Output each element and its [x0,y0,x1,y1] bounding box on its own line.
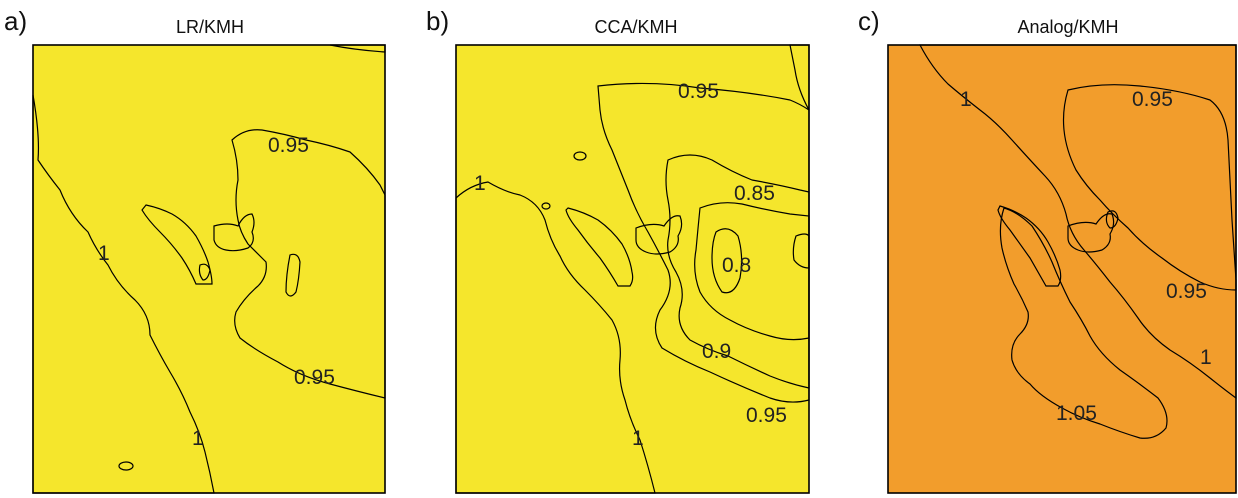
panel-c-label-5: 1.05 [1056,402,1097,425]
panel-b-region-lightblue [665,154,810,389]
panel-c-label-1: 1 [960,88,972,111]
panel-a-land-west [141,204,213,285]
panel-a-region-green [231,129,386,399]
panel-a-label-1: 0.95 [268,134,309,157]
panel-b-label-1: 0.95 [678,80,719,103]
panel-b-letter: b) [426,6,449,36]
panel-b-island-1 [573,151,587,161]
panel-a: a) LR/KMH 0.95 1 0.95 1 [4,6,386,494]
panel-a-title: LR/KMH [176,17,244,37]
panel-a-region-blue-spot-2 [198,263,211,281]
panel-b-land-west [565,207,634,287]
panel-c-region-orange [888,45,1236,493]
panel-c-label-3: 0.95 [1166,280,1207,303]
panel-c-region-blue-spot [1105,210,1119,229]
panel-a-map [32,44,386,494]
panel-b-region-midblue [694,202,810,341]
panel-a-label-3: 0.95 [294,366,335,389]
panel-b-region-orange [455,181,656,494]
panel-c-region-yellow [919,44,1237,400]
panel-b-frame [455,44,810,494]
panel-b-region-orange-corner [789,44,810,111]
panel-c-label-2: 0.95 [1132,88,1173,111]
panel-c-map [887,44,1237,494]
panel-c-land-west [997,205,1062,287]
panel-b-label-3: 0.85 [734,182,775,205]
panel-a-frame [32,44,386,494]
panel-b-label-4: 0.8 [722,254,751,277]
panel-a-label-2: 1 [98,242,110,265]
panel-a-land-east [213,213,255,252]
panel-c-title: Analog/KMH [1017,17,1118,37]
panel-c-label-4: 1 [1200,346,1212,369]
panel-b-region-darkblue-2 [792,233,810,269]
panel-a-label-4: 1 [192,427,204,450]
panel-a-letter: a) [4,6,27,36]
panel-b-label-2: 1 [474,172,486,195]
panel-c-frame [887,44,1237,494]
panel-c-land-east [1067,213,1115,253]
panel-b-map [455,44,810,494]
panel-c-letter: c) [858,6,880,36]
panel-b-label-7: 1 [632,427,644,450]
panel-a-region-orange [32,94,215,494]
panel-c: c) Analog/KMH 1 0.95 0.95 1 1.05 [858,6,1237,494]
panel-b-region-green [597,82,810,403]
panel-b: b) CCA/KMH 0.95 1 0.85 [426,6,810,494]
panel-a-island [118,461,134,471]
panel-b-title: CCA/KMH [594,17,677,37]
panel-b-land-east [635,215,683,255]
panel-c-region-green [1062,84,1237,291]
panel-b-region-yellow [456,45,809,493]
panel-b-label-6: 0.95 [746,404,787,427]
panel-b-region-darkblue-1 [711,228,743,294]
panel-c-region-red [999,207,1168,439]
panel-a-region-blue-spot [285,253,301,297]
panel-b-label-5: 0.9 [702,340,731,363]
panel-b-island-2 [541,202,551,210]
